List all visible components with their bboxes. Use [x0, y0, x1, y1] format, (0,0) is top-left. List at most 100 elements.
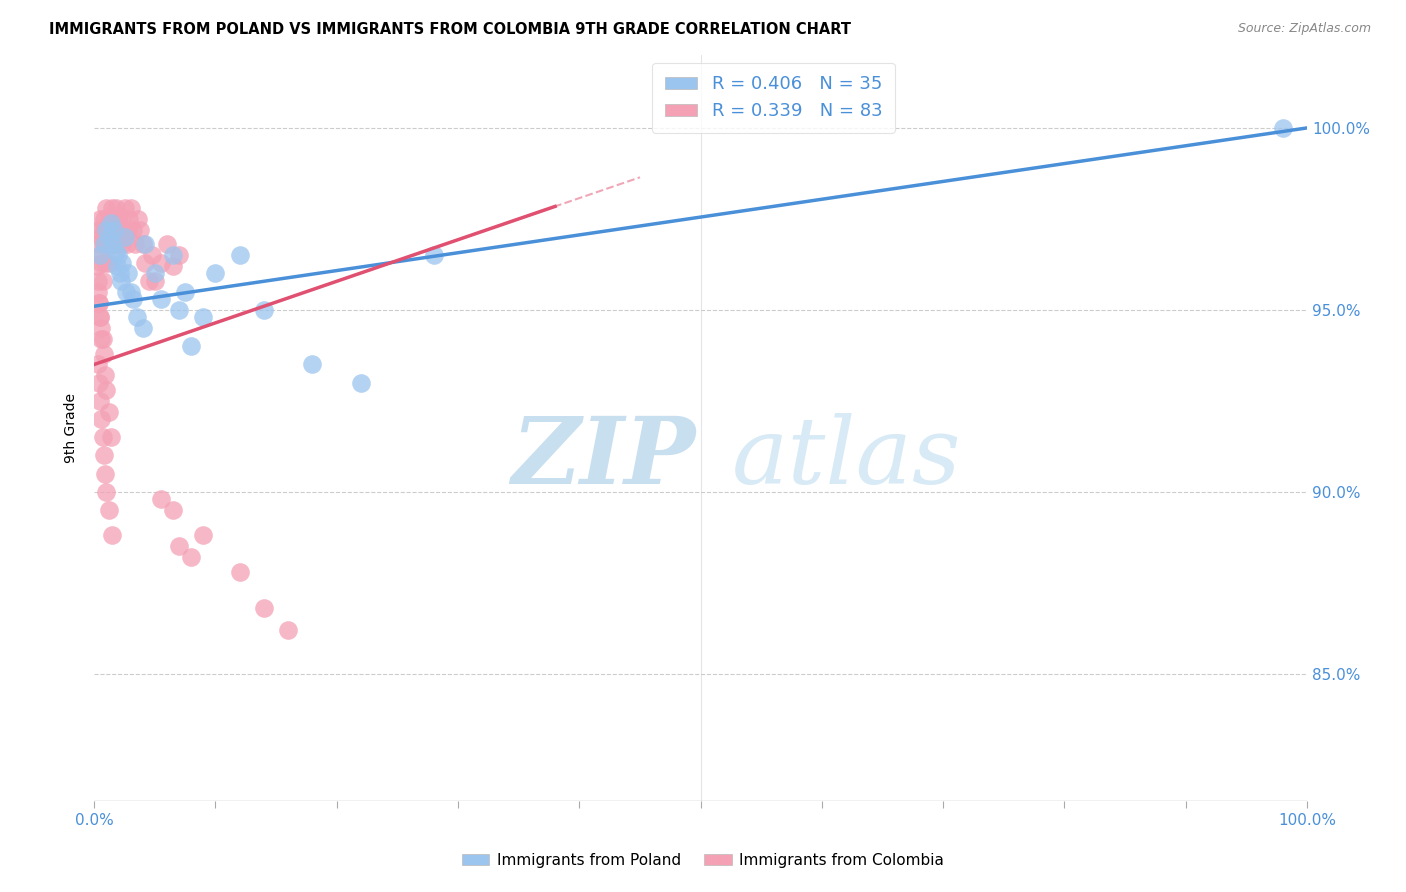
Point — [149, 292, 172, 306]
Point — [90, 255, 112, 269]
Point — [97, 405, 120, 419]
Point — [131, 321, 153, 335]
Point — [162, 259, 184, 273]
Point — [96, 237, 118, 252]
Point — [96, 383, 118, 397]
Point — [96, 223, 118, 237]
Point — [105, 237, 128, 252]
Point — [180, 339, 202, 353]
Text: ZIP: ZIP — [512, 413, 696, 503]
Point — [120, 285, 142, 299]
Point — [112, 223, 135, 237]
Point — [94, 368, 117, 383]
Point — [93, 346, 115, 360]
Point — [253, 601, 276, 615]
Point — [87, 358, 110, 372]
Point — [129, 223, 152, 237]
Point — [167, 540, 190, 554]
Point — [97, 230, 120, 244]
Point — [103, 223, 125, 237]
Point — [90, 332, 112, 346]
Point — [162, 503, 184, 517]
Point — [89, 248, 111, 262]
Point — [141, 248, 163, 262]
Point — [100, 237, 122, 252]
Point — [91, 223, 114, 237]
Point — [93, 211, 115, 226]
Point — [117, 267, 139, 281]
Point — [87, 223, 110, 237]
Point — [423, 248, 446, 262]
Point — [301, 358, 323, 372]
Point — [93, 237, 115, 252]
Legend: Immigrants from Poland, Immigrants from Colombia: Immigrants from Poland, Immigrants from … — [456, 847, 950, 873]
Point — [89, 393, 111, 408]
Point — [174, 285, 197, 299]
Point — [104, 237, 127, 252]
Point — [253, 302, 276, 317]
Point — [131, 237, 153, 252]
Point — [110, 274, 132, 288]
Point — [107, 248, 129, 262]
Y-axis label: 9th Grade: 9th Grade — [65, 393, 79, 463]
Point — [1271, 120, 1294, 135]
Point — [89, 310, 111, 325]
Point — [105, 201, 128, 215]
Point — [114, 285, 136, 299]
Point — [350, 376, 373, 390]
Point — [108, 267, 131, 281]
Point — [229, 248, 252, 262]
Point — [193, 528, 215, 542]
Point — [91, 274, 114, 288]
Point — [87, 376, 110, 390]
Point — [87, 274, 110, 288]
Point — [180, 550, 202, 565]
Point — [105, 223, 128, 237]
Legend: R = 0.406   N = 35, R = 0.339   N = 83: R = 0.406 N = 35, R = 0.339 N = 83 — [652, 62, 894, 133]
Text: Source: ZipAtlas.com: Source: ZipAtlas.com — [1237, 22, 1371, 36]
Point — [94, 255, 117, 269]
Point — [97, 503, 120, 517]
Point — [94, 223, 117, 237]
Point — [167, 248, 190, 262]
Point — [86, 259, 108, 273]
Point — [89, 248, 111, 262]
Point — [97, 211, 120, 226]
Point — [120, 201, 142, 215]
Point — [96, 484, 118, 499]
Point — [100, 215, 122, 229]
Point — [93, 449, 115, 463]
Point — [90, 230, 112, 244]
Text: IMMIGRANTS FROM POLAND VS IMMIGRANTS FROM COLOMBIA 9TH GRADE CORRELATION CHART: IMMIGRANTS FROM POLAND VS IMMIGRANTS FRO… — [49, 22, 851, 37]
Point — [204, 267, 226, 281]
Point — [103, 211, 125, 226]
Point — [96, 223, 118, 237]
Point — [89, 310, 111, 325]
Point — [87, 295, 110, 310]
Point — [101, 201, 124, 215]
Point — [143, 274, 166, 288]
Point — [167, 302, 190, 317]
Point — [149, 255, 172, 269]
Point — [124, 237, 146, 252]
Point — [89, 211, 111, 226]
Point — [101, 528, 124, 542]
Point — [229, 565, 252, 579]
Point — [87, 285, 110, 299]
Point — [105, 244, 128, 259]
Point — [156, 237, 179, 252]
Point — [101, 237, 124, 252]
Point — [122, 292, 145, 306]
Point — [100, 430, 122, 444]
Point — [91, 430, 114, 444]
Point — [97, 255, 120, 269]
Point — [143, 267, 166, 281]
Point — [162, 248, 184, 262]
Point — [101, 223, 124, 237]
Point — [111, 255, 134, 269]
Point — [93, 237, 115, 252]
Point — [193, 310, 215, 325]
Point — [87, 237, 110, 252]
Point — [138, 274, 160, 288]
Point — [98, 223, 121, 237]
